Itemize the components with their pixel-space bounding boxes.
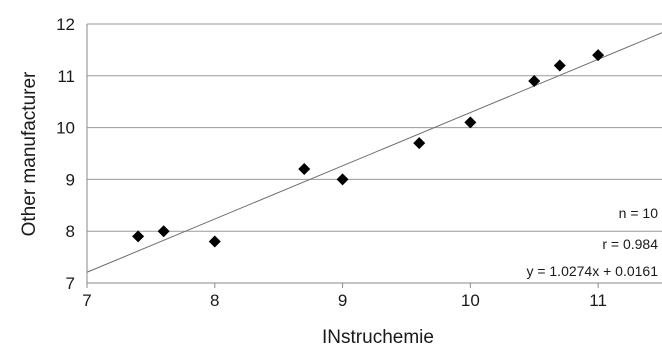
- annotation-equation: y = 1.0274x + 0.0161: [526, 263, 658, 279]
- data-point-5: [336, 173, 349, 186]
- x-tick-label: 7: [82, 291, 91, 310]
- y-tick-label: 12: [56, 15, 75, 34]
- data-point-8: [528, 74, 541, 87]
- x-tick-label: 9: [338, 291, 347, 310]
- regression-line: [86, 32, 662, 273]
- data-points: [132, 49, 605, 248]
- data-point-2: [157, 225, 170, 238]
- y-tick-label: 7: [66, 274, 75, 293]
- data-point-7: [464, 116, 477, 129]
- annotation-r: r = 0.984: [602, 236, 658, 252]
- x-tick-label: 10: [461, 291, 480, 310]
- data-point-6: [413, 137, 426, 150]
- y-tick-labels: 7 8 9 10 11 12: [56, 15, 75, 293]
- data-point-4: [298, 163, 311, 176]
- gridlines: [87, 23, 662, 232]
- stats-annotations: n = 10 r = 0.984 y = 1.0274x + 0.0161: [526, 205, 658, 279]
- data-point-9: [553, 59, 566, 72]
- data-point-10: [592, 49, 605, 62]
- x-tick-label: 11: [589, 291, 607, 310]
- axes: [86, 24, 662, 284]
- annotation-n: n = 10: [619, 205, 659, 221]
- y-axis-title: Other manufacturer: [19, 71, 40, 236]
- y-tick-label: 9: [66, 170, 75, 189]
- data-point-1: [132, 230, 145, 243]
- y-tick-label: 8: [66, 222, 75, 241]
- x-tick-labels: 7 8 9 10 11: [82, 283, 607, 310]
- x-tick-label: 8: [210, 291, 219, 310]
- data-point-3: [208, 235, 221, 248]
- y-tick-label: 11: [57, 67, 75, 86]
- y-tick-label: 10: [56, 119, 75, 138]
- x-axis-title: INstruchemie: [322, 327, 434, 348]
